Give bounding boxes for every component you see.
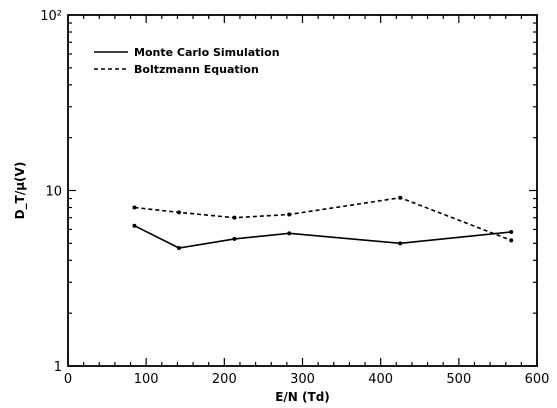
x-tick-label: 500 [446, 372, 471, 387]
data-point-boltzmann [176, 210, 181, 215]
data-point-monte-carlo [176, 246, 181, 251]
data-point-monte-carlo [132, 223, 137, 228]
x-axis-label: E/N (Td) [275, 390, 330, 404]
legend-label-boltzmann: Boltzmann Equation [134, 63, 259, 76]
data-point-monte-carlo [398, 241, 403, 246]
x-tick-label: 300 [290, 372, 315, 387]
series-layer [132, 195, 514, 251]
data-point-boltzmann [287, 212, 292, 217]
x-tick-label: 400 [368, 372, 393, 387]
legend: Monte Carlo Simulation Boltzmann Equatio… [94, 46, 280, 76]
x-tick-label: 100 [134, 372, 159, 387]
series-line-boltzmann [134, 196, 512, 242]
x-tick-label: 200 [212, 372, 237, 387]
x-tick-label: 0 [64, 372, 72, 387]
data-point-boltzmann [509, 238, 514, 243]
series-line-monte-carlo [134, 224, 512, 249]
x-tick-label: 600 [525, 372, 550, 387]
y-tick-label: 1 [54, 360, 62, 375]
data-point-boltzmann [232, 215, 237, 220]
y-axis-label-text: D_T/μ(V) [13, 162, 28, 220]
data-point-boltzmann [132, 205, 137, 210]
y-tick-label: 10² [40, 9, 62, 24]
data-point-boltzmann [398, 195, 403, 200]
axis-ticks: 0 100 200 300 400 500 600 1 10 10² [40, 9, 549, 387]
data-point-monte-carlo [509, 230, 514, 235]
y-tick-label: 10 [45, 185, 62, 200]
data-point-monte-carlo [232, 236, 237, 241]
data-point-monte-carlo [287, 231, 292, 236]
legend-label-monte-carlo: Monte Carlo Simulation [134, 46, 280, 59]
y-axis-label: D_T/μ(V) [13, 162, 28, 220]
